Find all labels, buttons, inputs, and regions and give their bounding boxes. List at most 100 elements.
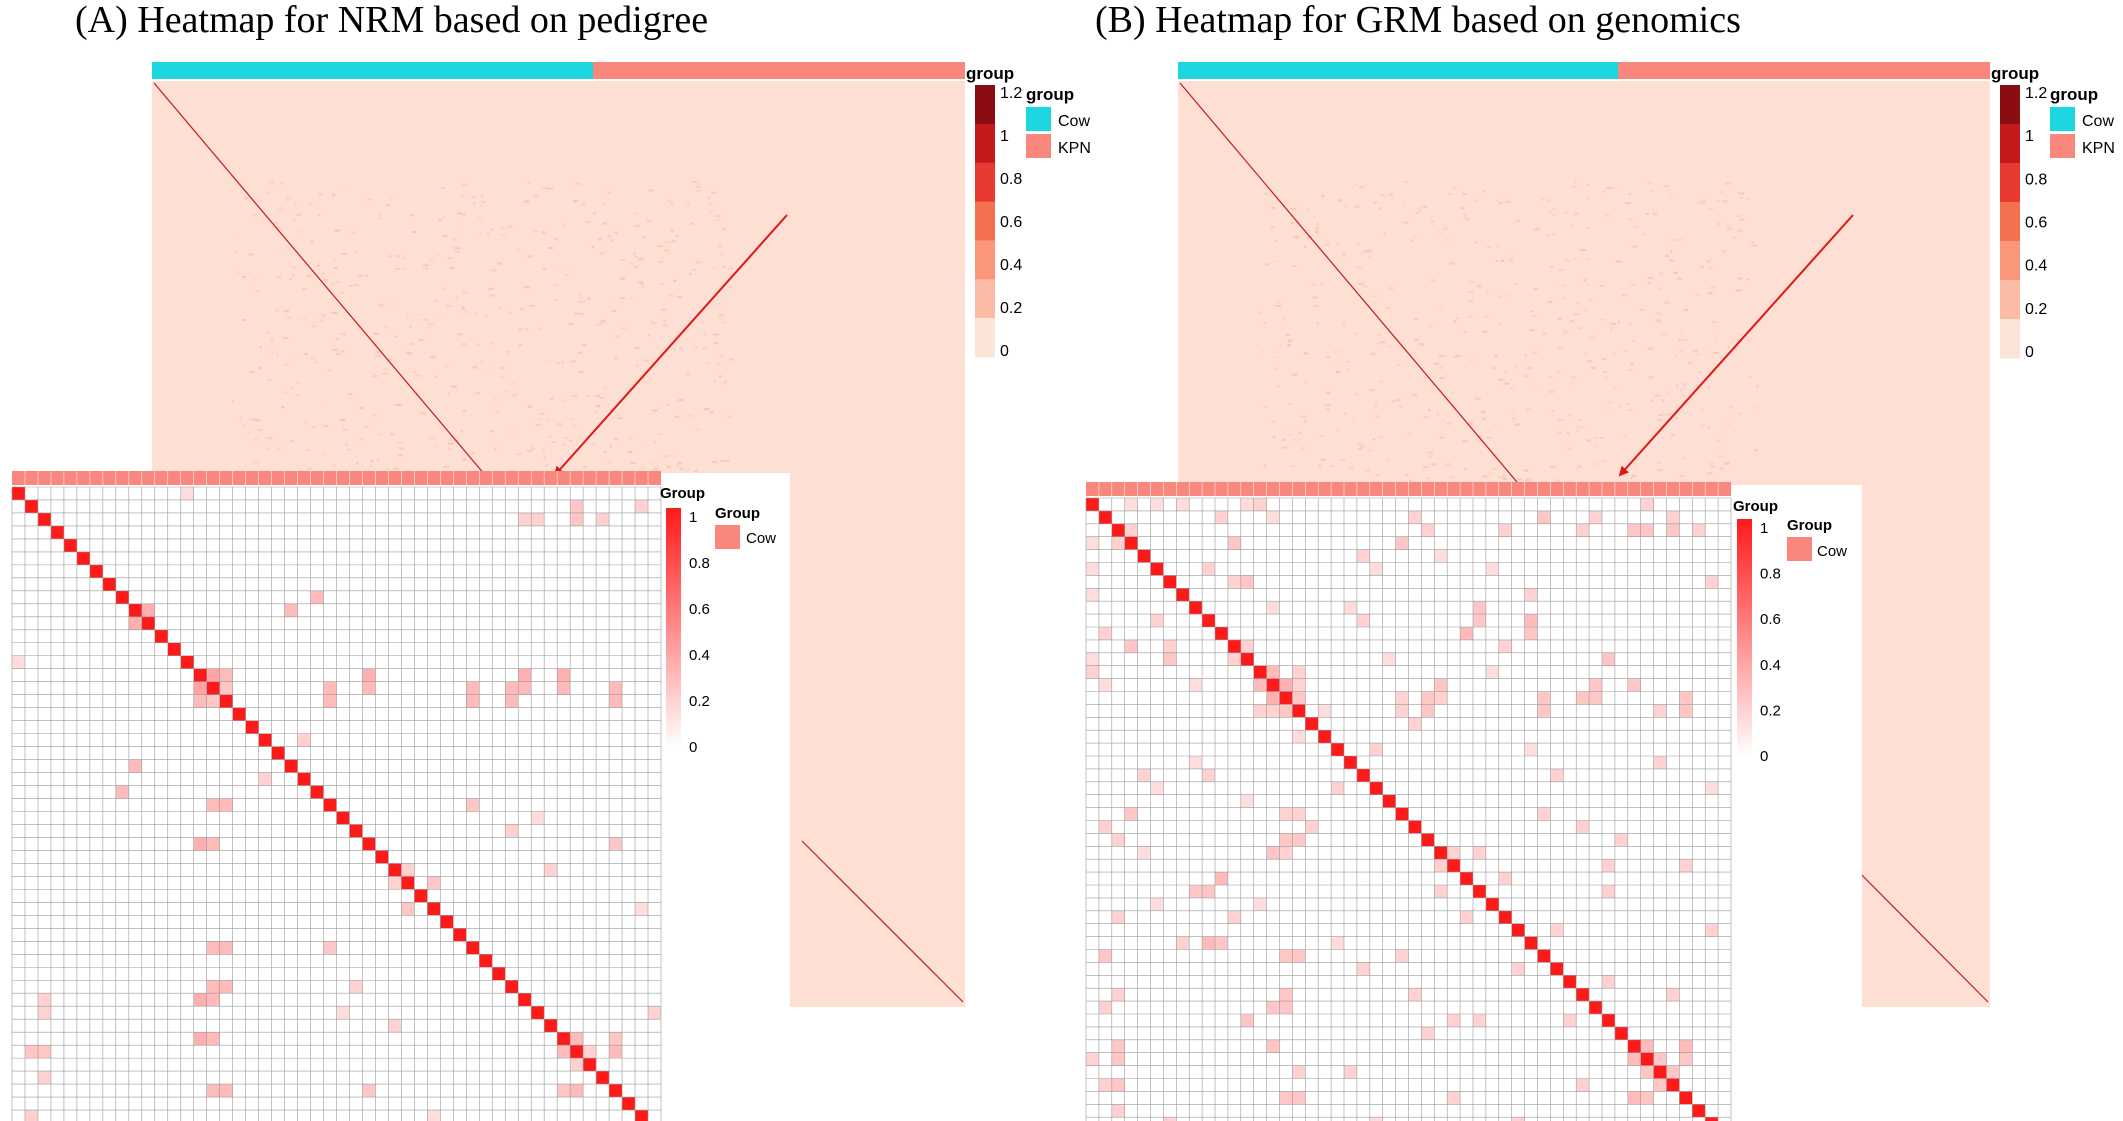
- main-heatmap-cell: [333, 464, 337, 467]
- main-heatmap-cell: [1314, 227, 1320, 230]
- main-heatmap-cell: [1531, 315, 1537, 318]
- main-heatmap-cell: [1738, 229, 1743, 232]
- inset-heatmap-a: Group 1 0.8 0.6 0.4 0.2 0 Group Cow: [8, 471, 790, 1121]
- inset-cell: [180, 487, 194, 500]
- main-heatmap-cell: [1681, 394, 1686, 397]
- inset-cell: [557, 1045, 571, 1059]
- inset-cell: [1331, 936, 1344, 950]
- main-heatmap-cell: [1750, 241, 1755, 244]
- inset-cell: [1124, 523, 1138, 537]
- main-heatmap-cell: [1657, 469, 1664, 472]
- inset-cell: [1576, 523, 1590, 537]
- inset-cell: [609, 681, 623, 695]
- main-heatmap-cell: [689, 222, 695, 225]
- main-heatmap-cell: [1275, 385, 1280, 388]
- main-heatmap-cell: [607, 191, 611, 194]
- main-heatmap-cell: [1510, 257, 1514, 260]
- inset-cell: [1098, 1078, 1112, 1092]
- inset-cell-diagonal: [1318, 730, 1332, 744]
- main-heatmap-cell: [479, 232, 482, 235]
- annotation-title: group: [966, 64, 1014, 83]
- inset-cell: [1111, 1078, 1125, 1092]
- main-heatmap-cell: [1287, 340, 1292, 343]
- main-heatmap-cell: [1428, 325, 1434, 328]
- inset-cell-diagonal: [544, 1019, 558, 1033]
- main-heatmap-cell: [1288, 402, 1293, 405]
- main-heatmap-cell: [1700, 408, 1703, 411]
- main-heatmap-cell: [375, 354, 381, 357]
- main-heatmap-cell: [473, 202, 476, 205]
- main-heatmap-cell: [395, 268, 400, 270]
- main-heatmap-cell: [434, 375, 437, 378]
- inset-cell: [141, 603, 155, 617]
- main-heatmap-cell: [685, 373, 691, 376]
- inset-cell: [1150, 614, 1164, 627]
- inset-cell: [1189, 678, 1203, 692]
- inset-cell: [1111, 988, 1125, 1002]
- main-heatmap-cell: [1553, 465, 1557, 468]
- main-heatmap-cell: [1631, 474, 1637, 477]
- main-heatmap-cell: [1492, 367, 1496, 370]
- main-heatmap-cell: [1658, 287, 1662, 290]
- main-heatmap-cell: [1304, 245, 1307, 248]
- main-heatmap-cell: [1423, 416, 1429, 419]
- main-heatmap-cell: [1571, 185, 1577, 188]
- main-heatmap-cell: [390, 433, 395, 436]
- main-heatmap-cell: [289, 440, 295, 442]
- inset-cell: [323, 941, 337, 955]
- main-heatmap-cell: [1675, 416, 1679, 419]
- main-heatmap-cell: [650, 322, 657, 325]
- main-heatmap-cell: [678, 399, 684, 401]
- main-heatmap-cell: [1595, 463, 1599, 465]
- main-heatmap-cell: [535, 423, 541, 426]
- inset-legend-label-cow: Cow: [746, 530, 776, 547]
- main-heatmap-cell: [1495, 259, 1498, 262]
- inset-panel: [8, 473, 790, 1093]
- main-heatmap-cell: [1357, 443, 1363, 446]
- main-heatmap-cell: [712, 267, 717, 269]
- main-heatmap-cell: [313, 361, 318, 364]
- inset-cell: [1473, 1014, 1486, 1027]
- main-heatmap-cell: [481, 194, 484, 197]
- main-heatmap-cell: [1319, 283, 1325, 286]
- inset-cell: [1602, 885, 1615, 898]
- main-heatmap-cell: [455, 250, 460, 253]
- main-heatmap-cell: [578, 313, 584, 315]
- main-heatmap-cell: [1438, 230, 1441, 233]
- inset-cell: [1640, 1091, 1654, 1105]
- inset-cell: [37, 993, 51, 1007]
- main-heatmap-cell: [673, 279, 677, 282]
- main-heatmap-cell: [447, 257, 453, 260]
- main-heatmap-cell: [438, 313, 441, 316]
- main-heatmap-cell: [494, 447, 497, 450]
- inset-cell-diagonal: [1292, 704, 1306, 718]
- main-heatmap-cell: [481, 360, 484, 363]
- main-heatmap-cell: [1385, 306, 1391, 309]
- main-heatmap-cell: [1514, 423, 1520, 426]
- main-heatmap-cell: [266, 379, 272, 382]
- main-heatmap-cell: [1721, 250, 1727, 253]
- main-heatmap-cell: [602, 222, 608, 225]
- main-heatmap-cell: [379, 217, 382, 220]
- main-heatmap-cell: [705, 362, 710, 365]
- main-heatmap-cell: [1373, 301, 1376, 304]
- inset-cell: [206, 668, 220, 682]
- main-heatmap-cell: [675, 415, 679, 418]
- main-heatmap-cell: [322, 453, 324, 456]
- inset-cell: [648, 1006, 661, 1020]
- inset-cell-diagonal: [102, 577, 116, 591]
- main-heatmap-cell: [461, 307, 466, 310]
- inset-cell: [1447, 1014, 1461, 1027]
- main-heatmap-cell: [1413, 338, 1419, 341]
- main-heatmap-cell: [1449, 475, 1455, 478]
- main-heatmap-cell: [1301, 447, 1305, 450]
- main-heatmap-cell: [477, 343, 480, 346]
- main-heatmap-cell: [272, 226, 275, 229]
- main-heatmap-cell: [660, 308, 667, 311]
- main-heatmap-cell: [311, 425, 317, 428]
- main-heatmap-cell: [1340, 349, 1344, 352]
- main-heatmap-cell: [662, 324, 668, 327]
- main-heatmap-cell: [692, 268, 696, 271]
- main-heatmap-cell: [1439, 377, 1445, 380]
- main-heatmap-cell: [1406, 432, 1411, 435]
